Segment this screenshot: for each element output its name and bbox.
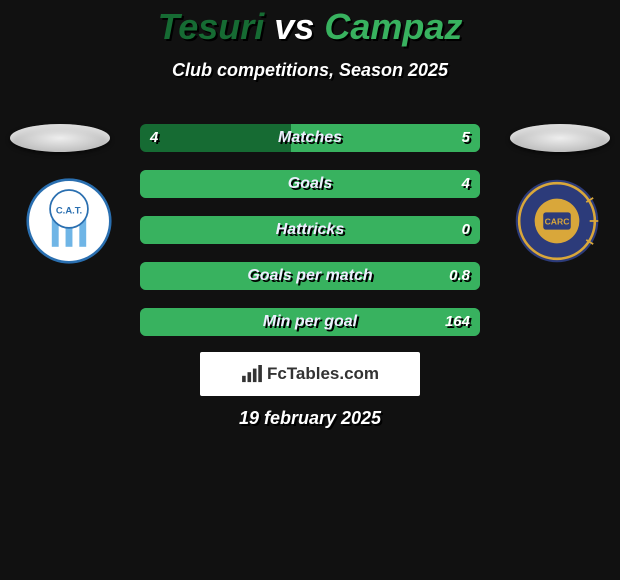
- stat-value-p2: 0.8: [449, 262, 470, 290]
- player1-club-badge: C.A.T.: [26, 178, 112, 264]
- stat-value-p2: 164: [445, 308, 470, 336]
- player1-name: Tesuri: [158, 6, 265, 47]
- player1-photo-placeholder: [10, 124, 110, 152]
- stat-label: Goals per match: [140, 262, 480, 290]
- page-title: Tesuri vs Campaz: [0, 6, 620, 48]
- stat-value-p1: 4: [150, 124, 158, 152]
- stat-value-p2: 4: [462, 170, 470, 198]
- stat-row: Matches4 5: [140, 124, 480, 152]
- source-box: FcTables.com: [200, 352, 420, 396]
- subtitle: Club competitions, Season 2025: [0, 60, 620, 81]
- stat-bars: Matches45Goals4Hattricks0Goals per match…: [140, 124, 480, 354]
- source-text: FcTables.com: [267, 364, 379, 384]
- barchart-icon: [241, 365, 263, 383]
- player2-club-badge: CARC: [514, 178, 600, 264]
- stat-row: Goals4: [140, 170, 480, 198]
- player2-photo-placeholder: [510, 124, 610, 152]
- player2-name: Campaz: [324, 6, 462, 47]
- date-label: 19 february 2025: [0, 408, 620, 429]
- stat-row: Hattricks0: [140, 216, 480, 244]
- stat-value-p2: 5: [462, 124, 470, 152]
- stat-label: Min per goal: [140, 308, 480, 336]
- title-vs: vs: [274, 6, 314, 47]
- stat-row: Min per goal164: [140, 308, 480, 336]
- svg-text:C.A.T.: C.A.T.: [56, 205, 82, 216]
- stat-label: Hattricks: [140, 216, 480, 244]
- svg-text:CARC: CARC: [545, 216, 570, 226]
- stat-row: Goals per match0.8: [140, 262, 480, 290]
- source-label: FcTables.com: [241, 364, 379, 384]
- stat-value-p2: 0: [462, 216, 470, 244]
- stat-label: Matches: [140, 124, 480, 152]
- comparison-card: Tesuri vs Campaz Club competitions, Seas…: [0, 0, 620, 580]
- stat-label: Goals: [140, 170, 480, 198]
